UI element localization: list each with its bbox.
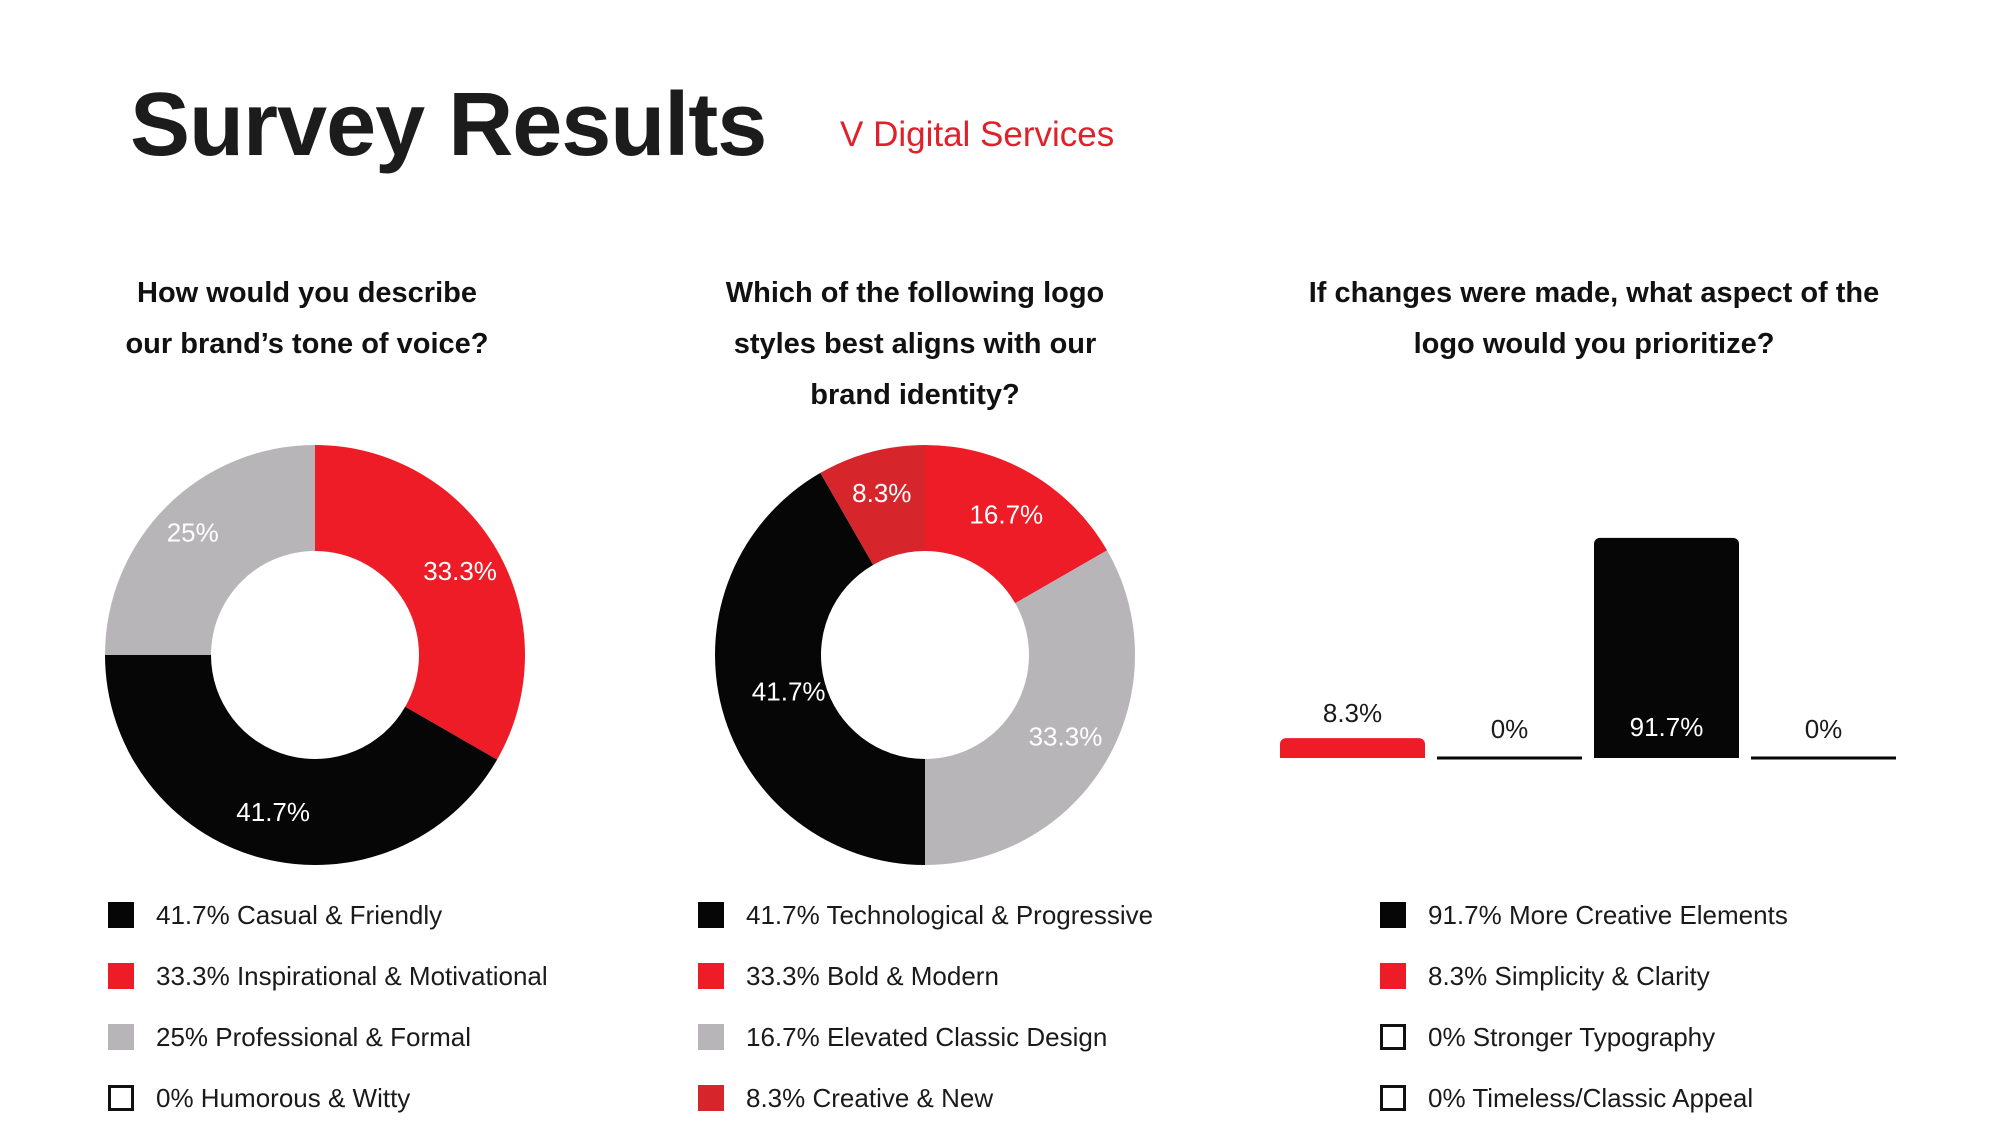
donut-slice-inspirational-motivational (315, 445, 525, 760)
legend-label: 33.3% Inspirational & Motivational (156, 960, 548, 991)
legend-item: 0% Timeless/Classic Appeal (1380, 1078, 1753, 1118)
legend-label: 91.7% More Creative Elements (1428, 899, 1788, 930)
question-logo-style: Which of the following logo styles best … (555, 268, 1275, 421)
legend-label: 16.7% Elevated Classic Design (746, 1021, 1108, 1052)
question-line: logo would you prioritize? (1413, 328, 1775, 360)
legend-swatch (1380, 963, 1406, 989)
bar-label-stronger-typography: 0% (1491, 714, 1529, 744)
bar-label-timeless-classic-appeal: 0% (1805, 714, 1843, 744)
donut-chart-logo-style: 16.7% 33.3% 41.7% 8.3% (715, 445, 1135, 865)
slice-label-technological-progressive: 41.7% (752, 676, 826, 706)
legend-label: 8.3% Simplicity & Clarity (1428, 960, 1710, 991)
legend-item: 0% Stronger Typography (1380, 1017, 1715, 1057)
donut-slice-creative-new (820, 445, 925, 565)
donut-slice-technological-progressive (715, 472, 925, 865)
legend-swatch (108, 1024, 134, 1050)
bar-chart-logo-priority: 8.3% 0% 91.7% 0% (1280, 537, 1896, 760)
legend-label: 33.3% Bold & Modern (746, 960, 999, 991)
question-line: Which of the following logo (725, 277, 1105, 309)
question-logo-priority: If changes were made, what aspect of the… (1234, 268, 1954, 370)
legend-swatch (1380, 1024, 1406, 1050)
legend-item: 33.3% Bold & Modern (698, 956, 999, 996)
slice-label-creative-new: 8.3% (852, 478, 911, 508)
legend-item: 0% Humorous & Witty (108, 1078, 410, 1118)
question-line: If changes were made, what aspect of the (1308, 277, 1880, 309)
legend-label: 41.7% Casual & Friendly (156, 899, 443, 930)
legend-label: 0% Timeless/Classic Appeal (1428, 1082, 1754, 1113)
slice-label-professional-formal: 25% (167, 518, 219, 548)
donut-slice-professional-formal (105, 445, 315, 655)
legend-item: 8.3% Simplicity & Clarity (1380, 956, 1710, 996)
legend-label: 0% Humorous & Witty (156, 1082, 411, 1113)
bar-base-more-creative-elements (1594, 750, 1739, 758)
legend-item: 16.7% Elevated Classic Design (698, 1017, 1107, 1057)
question-line: our brand’s tone of voice? (125, 328, 489, 360)
legend-label: 25% Professional & Formal (156, 1021, 472, 1052)
legend-swatch (108, 1085, 134, 1111)
legend-item: 25% Professional & Formal (108, 1017, 471, 1057)
page-title: Survey Results (130, 75, 767, 175)
legend-swatch (698, 1024, 724, 1050)
bar-more-creative-elements (1594, 537, 1739, 758)
slice-label-casual-friendly: 41.7% (236, 797, 310, 827)
legend-swatch (108, 963, 134, 989)
legend-swatch (698, 963, 724, 989)
legend-swatch (698, 902, 724, 928)
donut-slice-elevated-classic-design (925, 445, 1108, 604)
legend-swatch (108, 902, 134, 928)
legend-label: 0% Stronger Typography (1428, 1021, 1716, 1052)
donut-chart-tone-of-voice: 33.3% 41.7% 25% (105, 445, 525, 866)
slice-label-inspirational-motivational: 33.3% (423, 556, 497, 586)
question-line: brand identity? (810, 379, 1020, 411)
legend-label: 8.3% Creative & New (746, 1082, 994, 1113)
donut-slice-casual-friendly (105, 655, 498, 866)
legend-swatch (1380, 902, 1406, 928)
legend-item: 33.3% Inspirational & Motivational (108, 956, 548, 996)
bar-label-simplicity-clarity: 8.3% (1323, 698, 1382, 728)
legend-swatch (698, 1085, 724, 1111)
company-subtitle: V Digital Services (840, 115, 1115, 154)
slice-label-bold-modern: 33.3% (1029, 721, 1103, 751)
bar-label-more-creative-elements: 91.7% (1630, 712, 1704, 742)
question-line: styles best aligns with our (733, 328, 1097, 360)
question-line: How would you describe (137, 277, 477, 309)
legend-label: 41.7% Technological & Progressive (746, 899, 1154, 930)
legend-item: 41.7% Technological & Progressive (698, 895, 1153, 935)
bar-base-simplicity-clarity (1280, 750, 1425, 758)
legend-swatch (1380, 1085, 1406, 1111)
legend-item: 41.7% Casual & Friendly (108, 895, 442, 935)
question-tone-of-voice: How would you describe our brand’s tone … (0, 268, 667, 370)
slice-label-elevated-classic-design: 16.7% (969, 500, 1043, 530)
legend-item: 91.7% More Creative Elements (1380, 895, 1788, 935)
legend-item: 8.3% Creative & New (698, 1078, 993, 1118)
donut-slice-bold-modern (925, 550, 1135, 865)
